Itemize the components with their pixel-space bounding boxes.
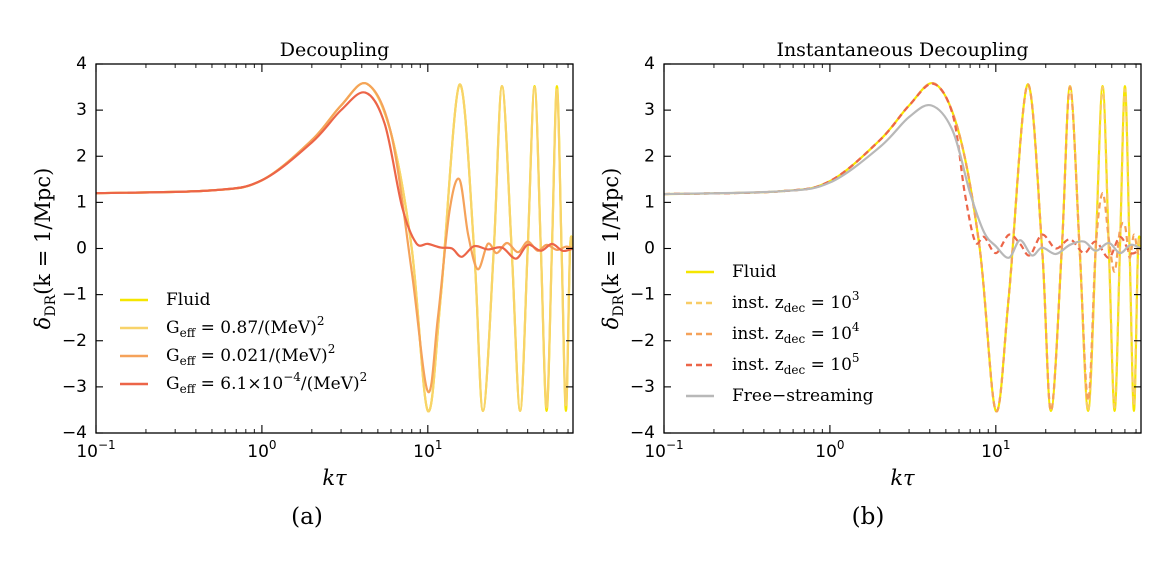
- legend-label: Geff = 6.1×10−4/(MeV)2​: [166, 370, 367, 396]
- legend-item: inst. zdec = 104​: [686, 320, 860, 346]
- y-tick-label: 3: [76, 100, 87, 120]
- y-tick-label: −1: [630, 285, 655, 305]
- y-tick-label: 0: [644, 239, 655, 259]
- legend-label: Fluid: [732, 262, 777, 282]
- y-tick-label: −3: [62, 377, 87, 397]
- y-tick-label: −2: [630, 331, 655, 351]
- x-tick-label: 101: [981, 438, 1010, 462]
- y-axis-label: δDR(k = 1/Mpc): [31, 168, 59, 330]
- y-tick-label: 3: [644, 100, 655, 120]
- y-tick-label: −3: [630, 377, 655, 397]
- chart-panel-1: −4 −3 −2 −1 0 1 2 3 4 10−1 100 101 Instantaneous Dec…: [599, 39, 1142, 530]
- x-axis-label: kτ: [322, 466, 347, 490]
- x-tick-label: 101: [413, 438, 442, 462]
- legend-item: Free−streaming: [686, 386, 874, 406]
- legend-label: Geff = 0.021/(MeV)2​: [166, 342, 335, 368]
- x-tick-label: 100: [247, 438, 276, 462]
- y-tick-label: 4: [76, 54, 87, 74]
- series-line-4: [664, 103, 1141, 259]
- legend-item: inst. zdec = 105​: [686, 351, 860, 377]
- panel-label: (b): [852, 504, 885, 530]
- chart-panel-0: −4 −3 −2 −1 0 1 2 3 4 10−1 100 101 Decoupling kτ δDR(k…: [31, 39, 574, 530]
- series-lines: [664, 81, 1141, 413]
- legend-label: inst. zdec = 104​: [732, 320, 860, 346]
- legend: Fluid Geff = 0.87/(MeV)2​Geff = 0.021/(Me…: [120, 290, 367, 396]
- y-tick-label: 4: [644, 54, 655, 74]
- x-axis-label: kτ: [890, 466, 915, 490]
- legend-label: Fluid: [166, 290, 211, 310]
- legend-label: Free−streaming: [732, 386, 874, 406]
- y-tick-label: −1: [62, 285, 87, 305]
- legend-label: inst. zdec = 105​: [732, 351, 860, 377]
- series-lines: [96, 81, 573, 413]
- legend-item: Fluid: [686, 262, 777, 282]
- legend-item: Geff = 0.87/(MeV)2​: [120, 314, 325, 340]
- y-tick-label: 2: [644, 146, 655, 166]
- series-line-3: [96, 91, 573, 260]
- legend-item: Geff = 6.1×10−4/(MeV)2​: [120, 370, 367, 396]
- legend-label: inst. zdec = 103​: [732, 289, 860, 315]
- series-line-3: [664, 82, 1141, 259]
- x-tick-label: 100: [815, 438, 844, 462]
- x-tick-label: 10−1: [644, 438, 683, 462]
- y-tick-label: 1: [76, 192, 87, 212]
- legend-item: Fluid: [120, 290, 211, 310]
- chart-title: Decoupling: [280, 39, 390, 61]
- y-tick-label: 1: [644, 192, 655, 212]
- panel-label: (a): [291, 504, 323, 530]
- y-tick-label: 0: [76, 239, 87, 259]
- y-tick-label: 2: [76, 146, 87, 166]
- y-tick-label: −4: [62, 423, 87, 443]
- plot-frame: [663, 63, 1142, 434]
- chart-title: Instantaneous Decoupling: [776, 39, 1028, 61]
- legend: Fluid inst. zdec = 103​ inst. zdec = 104​ i…: [686, 262, 874, 406]
- legend-item: Geff = 0.021/(MeV)2​: [120, 342, 335, 368]
- x-tick-label: 10−1: [76, 438, 115, 462]
- y-tick-label: −4: [630, 423, 655, 443]
- y-tick-label: −2: [62, 331, 87, 351]
- legend-label: Geff = 0.87/(MeV)2​: [166, 314, 325, 340]
- y-axis-label: δDR(k = 1/Mpc): [599, 168, 627, 330]
- legend-item: inst. zdec = 103​: [686, 289, 860, 315]
